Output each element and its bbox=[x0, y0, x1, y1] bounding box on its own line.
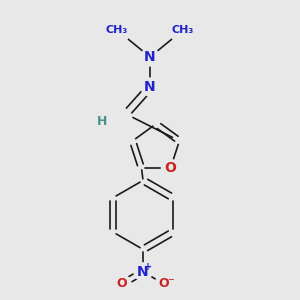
Circle shape bbox=[103, 16, 130, 44]
Text: CH₃: CH₃ bbox=[106, 25, 128, 35]
Circle shape bbox=[141, 78, 159, 96]
Text: N: N bbox=[144, 50, 156, 64]
Text: ⁻: ⁻ bbox=[167, 276, 174, 289]
Circle shape bbox=[113, 275, 131, 293]
Text: O: O bbox=[117, 278, 128, 290]
Text: O: O bbox=[164, 161, 176, 176]
Text: N: N bbox=[144, 80, 156, 94]
Text: +: + bbox=[144, 262, 152, 272]
Circle shape bbox=[93, 112, 111, 130]
Circle shape bbox=[141, 48, 159, 66]
Text: O: O bbox=[159, 278, 170, 290]
Circle shape bbox=[155, 275, 173, 293]
Circle shape bbox=[134, 263, 152, 281]
Circle shape bbox=[169, 16, 196, 44]
Text: N: N bbox=[137, 265, 149, 279]
Text: H: H bbox=[97, 115, 107, 128]
Text: CH₃: CH₃ bbox=[172, 25, 194, 35]
Circle shape bbox=[161, 159, 179, 177]
